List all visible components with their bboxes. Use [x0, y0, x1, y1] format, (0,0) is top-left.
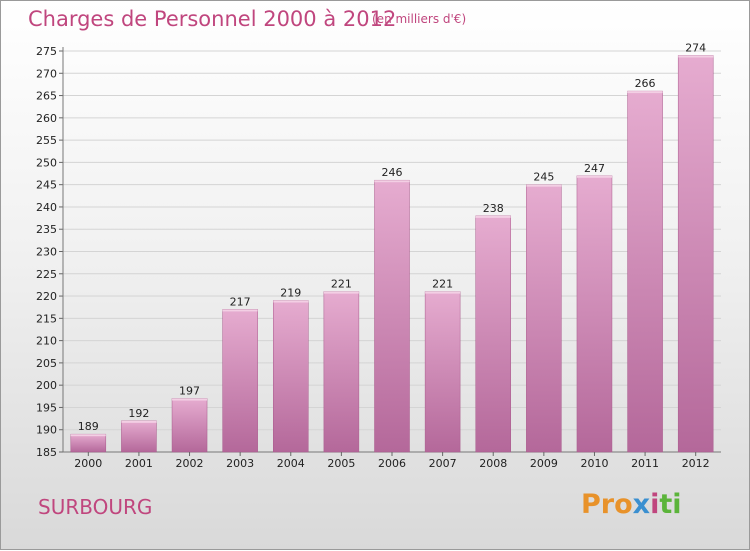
bars — [70, 55, 714, 453]
y-tick-label: 190 — [36, 424, 57, 437]
value-label-2001: 192 — [128, 407, 149, 420]
value-label-2003: 217 — [230, 295, 251, 308]
x-tick-label-2000: 2000 — [74, 457, 102, 470]
value-label-2010: 247 — [584, 162, 605, 175]
x-tick-label-2012: 2012 — [682, 457, 710, 470]
y-tick-label: 250 — [36, 156, 57, 169]
value-label-2000: 189 — [78, 420, 99, 433]
x-tick-label-2001: 2001 — [125, 457, 153, 470]
value-label-2009: 245 — [533, 171, 554, 184]
y-tick-label: 195 — [36, 401, 57, 414]
logo-part-pro: Pro — [581, 489, 633, 520]
x-tick-label-2008: 2008 — [479, 457, 507, 470]
y-tick-label: 230 — [36, 246, 57, 259]
bar-2006 — [374, 179, 410, 453]
bar-top-highlight — [425, 291, 461, 294]
bar-2003 — [222, 309, 258, 453]
city-name: SURBOURG — [38, 495, 153, 519]
bar-top-highlight — [121, 420, 157, 423]
x-tick-label-2006: 2006 — [378, 457, 406, 470]
bar-top-highlight — [323, 291, 359, 294]
bar-top-highlight — [374, 180, 410, 183]
bar-top-highlight — [678, 55, 714, 58]
x-tick-label-2004: 2004 — [277, 457, 305, 470]
y-tick-label: 220 — [36, 290, 57, 303]
value-label-2011: 266 — [635, 77, 656, 90]
value-label-2004: 219 — [280, 287, 301, 300]
value-label-2005: 221 — [331, 278, 352, 291]
bar-2000 — [70, 433, 107, 453]
x-tick-label-2003: 2003 — [226, 457, 254, 470]
y-tick-labels: 185 190 195 200 205 210 215 220 225 230 235 240 245 2… — [36, 45, 57, 459]
y-tick-label: 260 — [36, 112, 57, 125]
y-tick-label: 255 — [36, 134, 57, 147]
y-tick-label: 215 — [36, 312, 57, 325]
x-tick-label-2002: 2002 — [176, 457, 204, 470]
y-tick-label: 225 — [36, 268, 57, 281]
bar-2001 — [121, 420, 157, 453]
x-tick-label-2011: 2011 — [631, 457, 659, 470]
y-tick-label: 245 — [36, 179, 57, 192]
bar-2007 — [424, 291, 461, 453]
bar-2011 — [627, 90, 663, 453]
bar-2004 — [273, 300, 309, 453]
x-tick-label-2007: 2007 — [429, 457, 457, 470]
bar-top-highlight — [70, 434, 106, 437]
chart-title: Charges de Personnel 2000 à 2012 — [28, 7, 397, 31]
bar-top-highlight — [576, 175, 612, 178]
logo-part-i: i — [650, 489, 660, 520]
y-tick-label: 200 — [36, 379, 57, 392]
logo-part-x: x — [632, 489, 651, 520]
logo-part-ti: ti — [659, 489, 682, 520]
value-label-2012: 274 — [685, 41, 706, 54]
x-tick-labels: 2000 2001 2002 2003 2004 2005 2006 2007 2008 2009… — [74, 452, 710, 470]
y-tick-label: 185 — [36, 446, 57, 459]
bar-2010 — [576, 175, 613, 453]
chart-subtitle: (en milliers d'€) — [372, 12, 467, 26]
bar-top-highlight — [475, 215, 511, 218]
value-label-2006: 246 — [382, 166, 403, 179]
bar-top-highlight — [627, 91, 663, 94]
y-tick-label: 235 — [36, 223, 57, 236]
y-tick-label: 265 — [36, 90, 57, 103]
y-tick-label: 275 — [36, 45, 57, 58]
bar-2008 — [475, 215, 511, 453]
x-tick-label-2010: 2010 — [580, 457, 608, 470]
bar-2012 — [677, 55, 714, 453]
x-tick-label-2009: 2009 — [530, 457, 558, 470]
value-labels: 189 192 197 217 219 221 246 221 238 245 247 266 274 — [78, 41, 706, 433]
bar-2009 — [526, 184, 562, 453]
y-tick-label: 210 — [36, 335, 57, 348]
bar-2002 — [171, 398, 208, 453]
y-tick-label: 240 — [36, 201, 57, 214]
proxiti-logo: Proxiti — [581, 489, 682, 520]
value-label-2007: 221 — [432, 278, 453, 291]
y-tick-label: 205 — [36, 357, 57, 370]
bar-top-highlight — [172, 398, 208, 401]
value-label-2008: 238 — [483, 202, 504, 215]
bar-top-highlight — [222, 309, 258, 312]
x-tick-label-2005: 2005 — [327, 457, 355, 470]
value-label-2002: 197 — [179, 385, 200, 398]
bar-top-highlight — [273, 300, 309, 303]
bar-top-highlight — [526, 184, 562, 187]
bar-2005 — [323, 291, 360, 453]
y-tick-label: 270 — [36, 67, 57, 80]
